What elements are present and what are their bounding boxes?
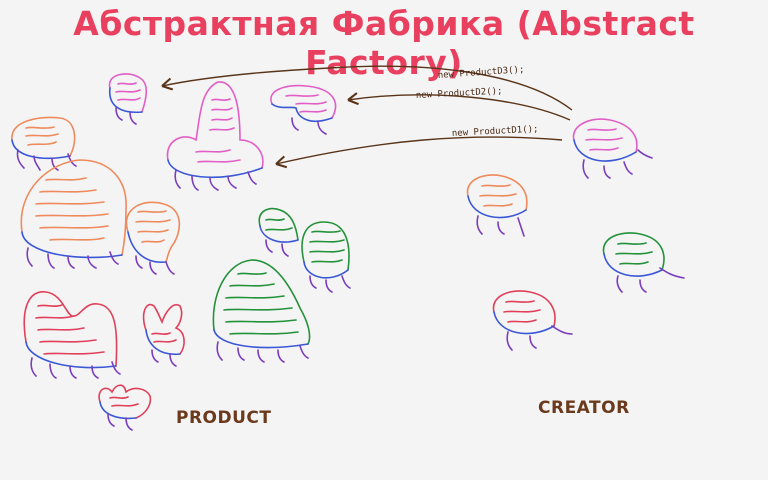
product-green-big [212, 259, 311, 363]
diagram-title: Абстрактная Фабрика (Abstract Factory) [73, 4, 695, 82]
product-orange-medium [125, 201, 181, 275]
call-d2: new ProductD2(); [416, 86, 503, 101]
creator-red [492, 290, 573, 351]
product-green-small [258, 207, 299, 257]
product-red-tiny [98, 384, 152, 431]
product-pink-small-1 [108, 73, 148, 125]
creator-label: CREATOR [538, 398, 630, 418]
call-d3: new ProductD3(); [438, 65, 525, 81]
arrow-d2 [347, 92, 571, 121]
product-orange-small [11, 116, 77, 171]
creator-green [602, 232, 685, 293]
call-d1: new ProductD1(); [452, 124, 539, 139]
product-label: PRODUCT [176, 408, 272, 428]
product-red-bunny [142, 303, 185, 367]
product-pink-tall [166, 81, 264, 191]
creator-orange [466, 174, 528, 237]
product-pink-small-2 [270, 84, 337, 135]
arrows [161, 65, 573, 169]
product-orange-big [20, 159, 127, 269]
product-green-medium [301, 221, 351, 293]
arrow-d1 [275, 136, 563, 169]
arrow-d3 [161, 65, 573, 111]
product-red-big [23, 291, 121, 379]
creator-pink [572, 118, 653, 179]
